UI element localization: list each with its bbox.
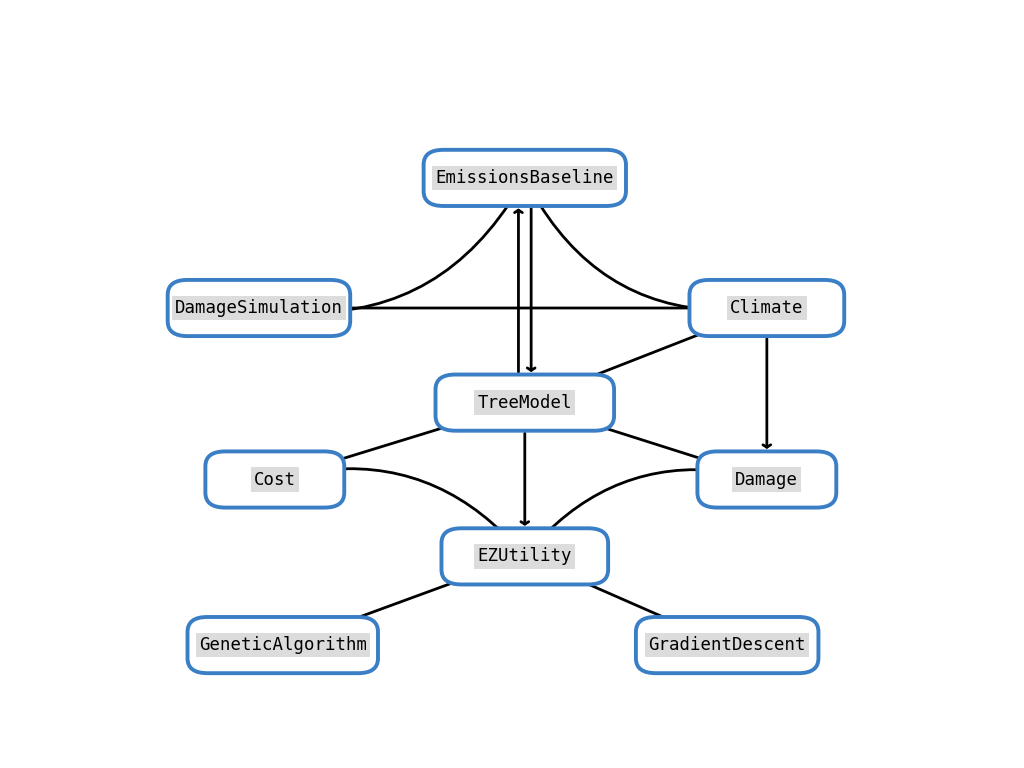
FancyBboxPatch shape: [636, 617, 818, 674]
Text: TreeModel: TreeModel: [477, 394, 572, 412]
FancyBboxPatch shape: [187, 617, 378, 674]
FancyBboxPatch shape: [441, 528, 608, 584]
FancyBboxPatch shape: [424, 150, 626, 206]
Text: EmissionsBaseline: EmissionsBaseline: [435, 169, 614, 187]
Text: Cost: Cost: [254, 471, 296, 488]
Text: GradientDescent: GradientDescent: [648, 636, 806, 654]
Text: DamageSimulation: DamageSimulation: [175, 299, 343, 317]
FancyBboxPatch shape: [168, 280, 350, 336]
Text: Damage: Damage: [735, 471, 799, 488]
FancyBboxPatch shape: [689, 280, 844, 336]
FancyBboxPatch shape: [435, 375, 614, 431]
FancyBboxPatch shape: [697, 452, 837, 508]
Text: GeneticAlgorithm: GeneticAlgorithm: [199, 636, 367, 654]
Text: EZUtility: EZUtility: [477, 548, 572, 565]
FancyBboxPatch shape: [206, 452, 344, 508]
Text: Climate: Climate: [730, 299, 804, 317]
